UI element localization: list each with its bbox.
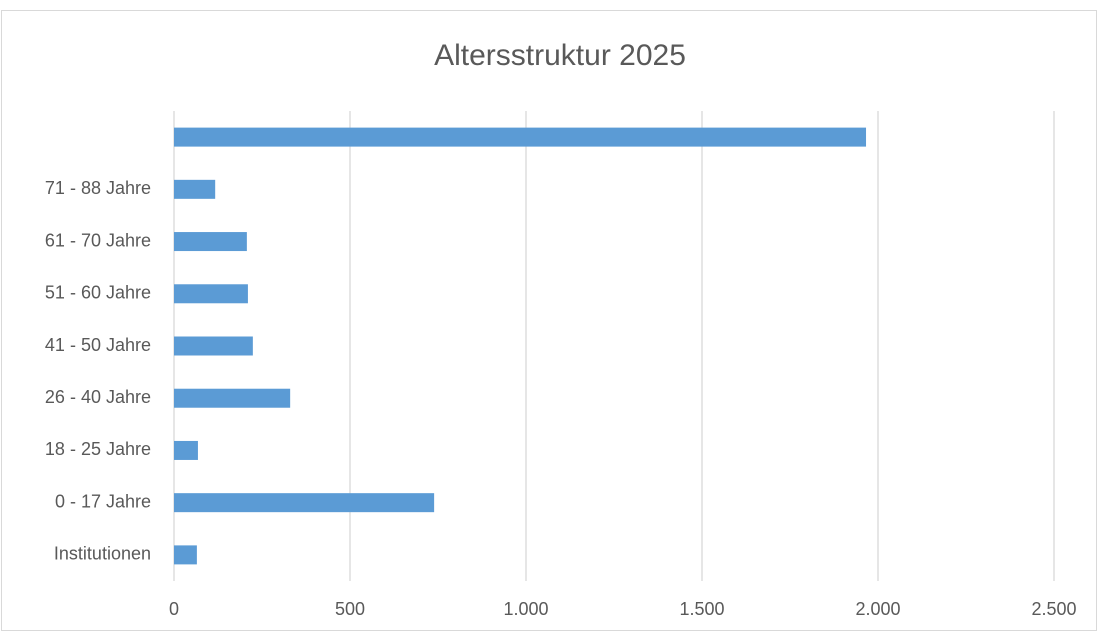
bar [174,232,247,252]
bar [174,127,867,147]
x-tick-label: 1.500 [679,599,724,619]
x-tick-label: 2.000 [855,599,900,619]
y-tick-label: 18 - 25 Jahre [45,439,151,459]
y-tick-label: 71 - 88 Jahre [45,178,151,198]
bar [174,493,435,513]
y-tick-label: 26 - 40 Jahre [45,387,151,407]
chart-border [1,10,1097,631]
x-tick-label: 0 [169,599,179,619]
y-tick-label: 61 - 70 Jahre [45,230,151,250]
x-tick-label: 500 [335,599,365,619]
y-tick-label: 41 - 50 Jahre [45,335,151,355]
x-tick-label: 1.000 [503,599,548,619]
bar [174,284,248,304]
y-tick-label: 0 - 17 Jahre [55,491,151,511]
chart-title: Altersstruktur 2025 [434,39,686,72]
y-tick-label: Institutionen [54,544,151,564]
bar [174,545,197,565]
bar [174,440,198,460]
bar [174,179,216,199]
x-tick-label: 2.500 [1031,599,1076,619]
bar [174,336,253,356]
bar [174,388,291,408]
y-tick-label: 51 - 60 Jahre [45,283,151,303]
